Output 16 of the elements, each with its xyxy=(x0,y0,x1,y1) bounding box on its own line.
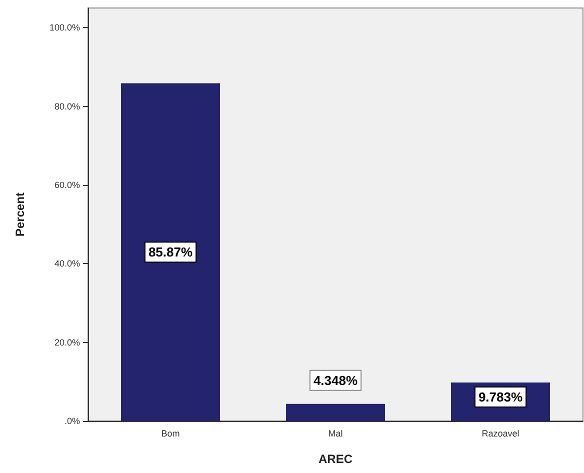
y-axis-title: Percent xyxy=(13,192,27,237)
bar xyxy=(286,404,385,421)
y-tick-label: 60.0% xyxy=(54,180,80,190)
data-label: 4.348% xyxy=(313,372,358,388)
data-label: 9.783% xyxy=(478,390,523,405)
bar xyxy=(121,83,220,421)
y-tick-label: 20.0% xyxy=(54,337,80,348)
y-tick-label: .0% xyxy=(64,416,80,426)
y-tick-label: 100.0% xyxy=(49,22,80,33)
data-label: 85.87% xyxy=(148,244,193,260)
y-tick-label: 40.0% xyxy=(54,258,80,269)
y-tick-label: 80.0% xyxy=(54,101,80,112)
x-tick-label: Mal xyxy=(328,428,343,438)
x-tick-label: Bom xyxy=(161,428,180,438)
x-axis-title: AREC xyxy=(318,452,353,466)
x-tick-label: Razoavel xyxy=(482,428,520,438)
